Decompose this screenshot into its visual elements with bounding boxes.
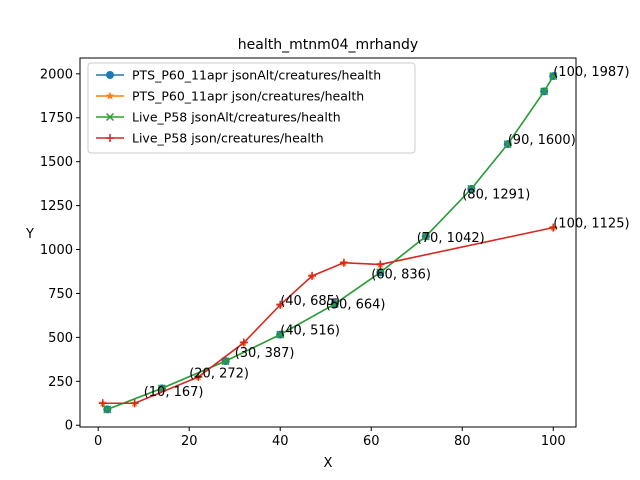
legend-swatch-marker (105, 112, 115, 122)
x-axis-label: X (324, 456, 333, 471)
series-2-point (330, 299, 339, 309)
x-tick-label: 100 (541, 434, 566, 449)
data-annotation: (60, 836) (371, 267, 431, 282)
series-2-point (503, 140, 512, 149)
x-tick-label: 60 (363, 434, 380, 449)
y-tick-label: 1750 (40, 111, 73, 126)
data-annotation: (90, 1600) (508, 133, 576, 148)
data-annotation: (70, 1042) (417, 231, 485, 246)
legend-entry-label: PTS_P60_11apr jsonAlt/creatures/health (132, 68, 381, 83)
legend-swatch-marker (106, 134, 114, 142)
chart-title: health_mtnm04_mrhandy (238, 37, 418, 53)
y-tick-label: 1500 (40, 155, 73, 170)
y-tick-label: 750 (48, 287, 73, 302)
data-annotation: (80, 1291) (462, 187, 530, 202)
series-3-point (276, 300, 285, 309)
legend-box (87, 62, 416, 154)
x-tick-label: 40 (272, 434, 289, 449)
x-tick-label: 80 (454, 434, 471, 449)
x-tick-label: 20 (181, 434, 198, 449)
series-3-point (549, 223, 558, 232)
legend-entry-label: PTS_P60_11apr json/creatures/health (132, 89, 364, 104)
series-3-point (194, 372, 203, 381)
series-line-3 (102, 226, 554, 405)
series-3-point (239, 338, 248, 347)
data-annotation: (30, 387) (235, 346, 295, 361)
legend: PTS_P60_11apr jsonAlt/creatures/health PT… (87, 62, 416, 154)
series-2-point (467, 184, 476, 193)
series-line-1 (102, 226, 554, 405)
data-annotation: (100, 1987) (553, 65, 629, 80)
series-2-point (376, 268, 385, 277)
series-3-point (376, 260, 385, 269)
x-tick-label: 0 (94, 434, 102, 449)
legend-swatch-marker (105, 91, 115, 100)
data-annotation: (40, 685) (280, 294, 340, 309)
y-axis-label: Y (25, 227, 34, 242)
data-annotation: (50, 664) (326, 298, 386, 313)
series-2-point (421, 232, 430, 241)
series-2-point (549, 72, 558, 81)
series-2-point (276, 330, 285, 339)
series-3-point (339, 258, 348, 267)
y-tick-label: 250 (48, 375, 73, 390)
y-tick-label: 0 (65, 419, 73, 434)
series-3-point (308, 271, 317, 280)
y-tick-label: 2000 (40, 67, 73, 82)
data-annotation: (100, 1125) (553, 217, 629, 232)
series-2-point (540, 87, 549, 96)
plot-frame (79, 57, 577, 428)
data-annotation: (20, 272) (189, 366, 249, 381)
y-tick-label: 500 (48, 331, 73, 346)
legend-entry-label: Live_P58 jsonAlt/creatures/health (132, 110, 341, 125)
series-2-point (103, 405, 112, 414)
data-annotation: (40, 516) (280, 324, 340, 339)
y-tick-label: 1250 (40, 199, 73, 214)
y-tick-label: 1000 (40, 243, 73, 258)
data-annotation: (10, 167) (144, 385, 204, 400)
legend-entry-label: Live_P58 json/creatures/health (132, 131, 324, 146)
series-3-point (98, 399, 107, 408)
series-3-point (130, 399, 139, 408)
legend-swatch-marker (106, 71, 114, 79)
